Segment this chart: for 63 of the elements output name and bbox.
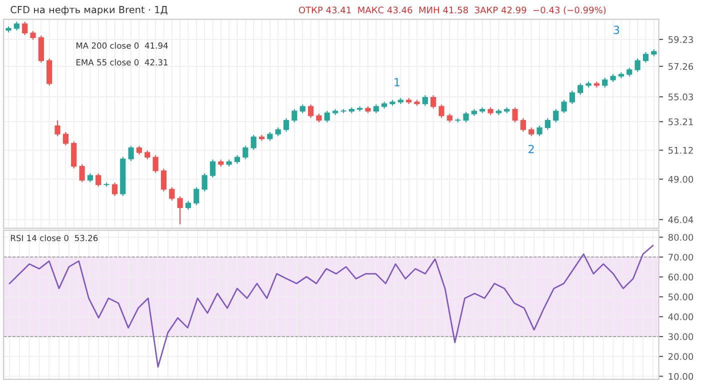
candlestick	[54, 120, 60, 137]
candlestick	[96, 172, 102, 188]
candlestick	[308, 104, 314, 118]
candlestick	[578, 82, 584, 96]
candlestick	[250, 134, 256, 150]
candlestick	[463, 111, 469, 123]
y-tick-label: 46.04	[668, 216, 694, 224]
y-tick-label: 51.12	[668, 146, 693, 154]
candlestick	[553, 108, 559, 123]
candlestick	[46, 58, 52, 86]
y-tick-label: 50.00	[668, 294, 694, 300]
y-tick-label: 80.00	[668, 234, 694, 241]
y-tick-label: 10.00	[668, 373, 694, 380]
candlestick	[512, 106, 518, 123]
candlestick	[79, 164, 85, 183]
candlestick	[602, 77, 608, 88]
candlestick	[422, 94, 428, 106]
candlestick	[544, 118, 550, 130]
candlestick	[520, 118, 526, 132]
y-tick-label: 20.00	[668, 353, 694, 360]
candlestick	[210, 159, 216, 178]
y-tick-label: 70.00	[668, 254, 694, 261]
chart-title: CFD на нефть марки Brent · 1Д	[10, 6, 168, 16]
candlestick	[71, 140, 77, 169]
annotation: EMA 55 close 0 42.31	[76, 58, 168, 66]
candlestick	[356, 106, 363, 112]
y-tick-label: 53.21	[668, 118, 693, 126]
candlestick	[283, 118, 290, 132]
y-tick-label: 55.03	[668, 94, 693, 100]
y-tick-label: 40.00	[668, 313, 694, 320]
candlestick	[152, 154, 158, 174]
candlestick	[642, 52, 649, 64]
candlestick	[292, 108, 298, 123]
candlestick	[430, 94, 436, 110]
candlestick	[128, 145, 134, 162]
candlestick	[324, 110, 330, 123]
chart-subtitle: ОТКР 43.41 МАКС 43.46 МИН 41.58 ЗАКР 42.99 −0.43 (−0.99%)	[298, 6, 606, 14]
candlestick	[62, 131, 68, 146]
candlestick	[634, 58, 640, 72]
candlestick	[194, 186, 200, 206]
candlestick	[160, 168, 167, 192]
candlestick	[169, 186, 175, 202]
candlestick	[536, 125, 542, 137]
annotation: 1	[394, 78, 400, 86]
candlestick	[242, 145, 248, 160]
y-tick-label: 57.26	[668, 63, 694, 70]
candlestick	[22, 21, 28, 36]
y-tick-label: 30.00	[668, 333, 694, 340]
line-series	[8, 244, 654, 368]
candlestick	[202, 172, 208, 192]
y-tick-label: 59.23	[668, 36, 693, 43]
candlestick	[561, 99, 567, 114]
annotation: 2	[528, 144, 534, 154]
candlestick	[177, 196, 183, 225]
annotation: RSI 14 close 0 53.26	[10, 234, 98, 242]
annotation: MA 200 close 0 41.94	[76, 42, 168, 49]
candlestick	[112, 182, 118, 197]
y-tick-label: 49.00	[668, 176, 694, 183]
y-tick-label: 60.00	[668, 274, 694, 281]
candlestick	[38, 35, 44, 64]
annotation: 3	[614, 26, 620, 34]
candlestick	[438, 104, 444, 118]
candlestick	[569, 90, 576, 105]
